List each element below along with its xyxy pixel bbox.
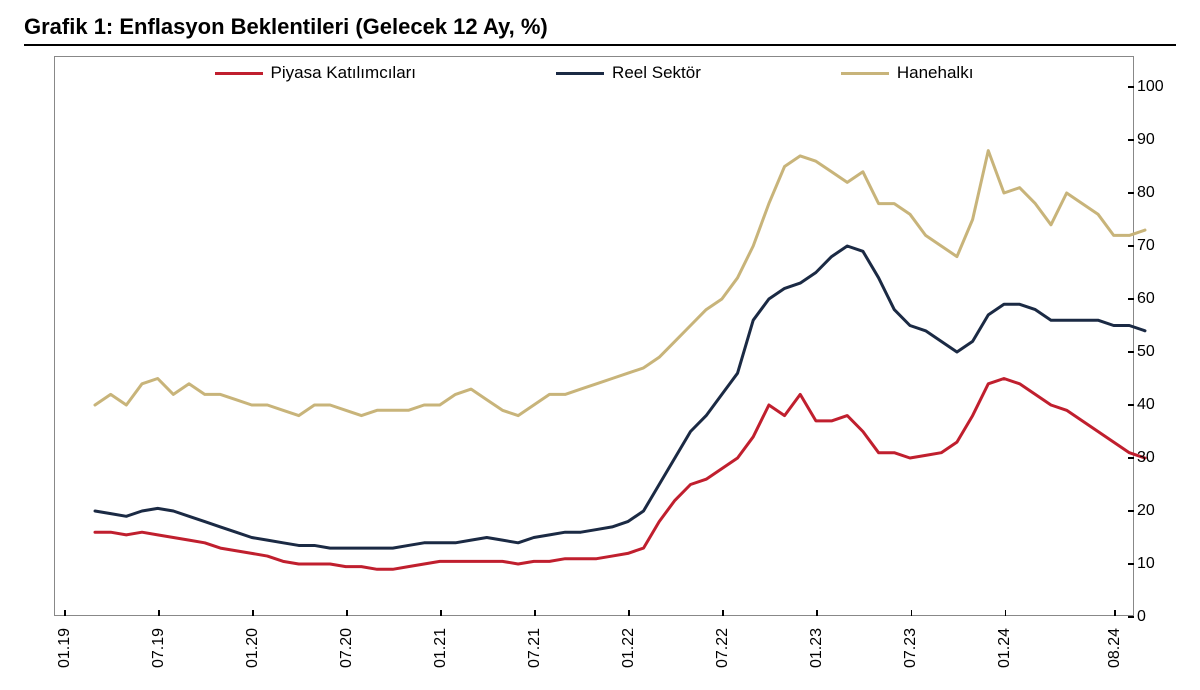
chart-container: Grafik 1: Enflasyon Beklentileri (Gelece… xyxy=(0,0,1200,690)
ytick-label: 70 xyxy=(1137,237,1177,255)
xtick-label: 07.19 xyxy=(150,628,168,668)
series-line xyxy=(95,379,1145,570)
ytick-mark xyxy=(1128,404,1134,406)
legend-line-icon xyxy=(841,72,889,75)
chart-title: Grafik 1: Enflasyon Beklentileri (Gelece… xyxy=(24,14,1176,46)
xtick-label: 08.24 xyxy=(1106,628,1124,668)
xtick-label: 07.22 xyxy=(714,628,732,668)
xtick-mark xyxy=(346,610,348,616)
ytick-mark xyxy=(1128,563,1134,565)
xtick-mark xyxy=(534,610,536,616)
ytick-label: 40 xyxy=(1137,396,1177,414)
xtick-mark xyxy=(628,610,630,616)
xtick-label: 01.20 xyxy=(244,628,262,668)
ytick-label: 100 xyxy=(1137,78,1177,96)
xtick-mark xyxy=(722,610,724,616)
legend: Piyasa Katılımcıları Reel Sektör Hanehal… xyxy=(55,63,1133,83)
legend-item-piyasa: Piyasa Katılımcıları xyxy=(215,63,417,83)
ytick-mark xyxy=(1128,457,1134,459)
xtick-label: 01.23 xyxy=(808,628,826,668)
ytick-mark xyxy=(1128,86,1134,88)
legend-label: Piyasa Katılımcıları xyxy=(271,63,417,83)
xtick-mark xyxy=(440,610,442,616)
xtick-mark xyxy=(252,610,254,616)
xtick-label: 07.21 xyxy=(526,628,544,668)
ytick-mark xyxy=(1128,510,1134,512)
ytick-mark xyxy=(1128,139,1134,141)
xtick-mark xyxy=(158,610,160,616)
ytick-mark xyxy=(1128,298,1134,300)
xtick-label: 01.19 xyxy=(56,628,74,668)
ytick-label: 0 xyxy=(1137,608,1177,626)
legend-line-icon xyxy=(215,72,263,75)
legend-item-reel: Reel Sektör xyxy=(556,63,701,83)
ytick-label: 30 xyxy=(1137,449,1177,467)
ytick-label: 90 xyxy=(1137,131,1177,149)
ytick-label: 60 xyxy=(1137,290,1177,308)
ytick-label: 20 xyxy=(1137,502,1177,520)
ytick-mark xyxy=(1128,616,1134,618)
xtick-label: 01.24 xyxy=(996,628,1014,668)
xtick-label: 01.22 xyxy=(620,628,638,668)
chart-border: Piyasa Katılımcıları Reel Sektör Hanehal… xyxy=(54,56,1134,616)
xtick-label: 07.23 xyxy=(902,628,920,668)
ytick-mark xyxy=(1128,245,1134,247)
legend-line-icon xyxy=(556,72,604,75)
ytick-label: 10 xyxy=(1137,555,1177,573)
xtick-mark xyxy=(1005,610,1007,616)
ytick-mark xyxy=(1128,192,1134,194)
xtick-mark xyxy=(64,610,66,616)
legend-label: Reel Sektör xyxy=(612,63,701,83)
plot-area xyxy=(85,87,1165,617)
ytick-label: 50 xyxy=(1137,343,1177,361)
xtick-mark xyxy=(816,610,818,616)
xtick-mark xyxy=(911,610,913,616)
chart-box: Piyasa Katılımcıları Reel Sektör Hanehal… xyxy=(24,56,1174,676)
legend-item-hanehalki: Hanehalkı xyxy=(841,63,974,83)
legend-label: Hanehalkı xyxy=(897,63,974,83)
ytick-label: 80 xyxy=(1137,184,1177,202)
xtick-label: 01.21 xyxy=(432,628,450,668)
series-line xyxy=(95,246,1145,548)
xtick-label: 07.20 xyxy=(338,628,356,668)
series-line xyxy=(95,151,1145,416)
line-svg xyxy=(85,87,1165,617)
xtick-mark xyxy=(1114,610,1116,616)
ytick-mark xyxy=(1128,351,1134,353)
